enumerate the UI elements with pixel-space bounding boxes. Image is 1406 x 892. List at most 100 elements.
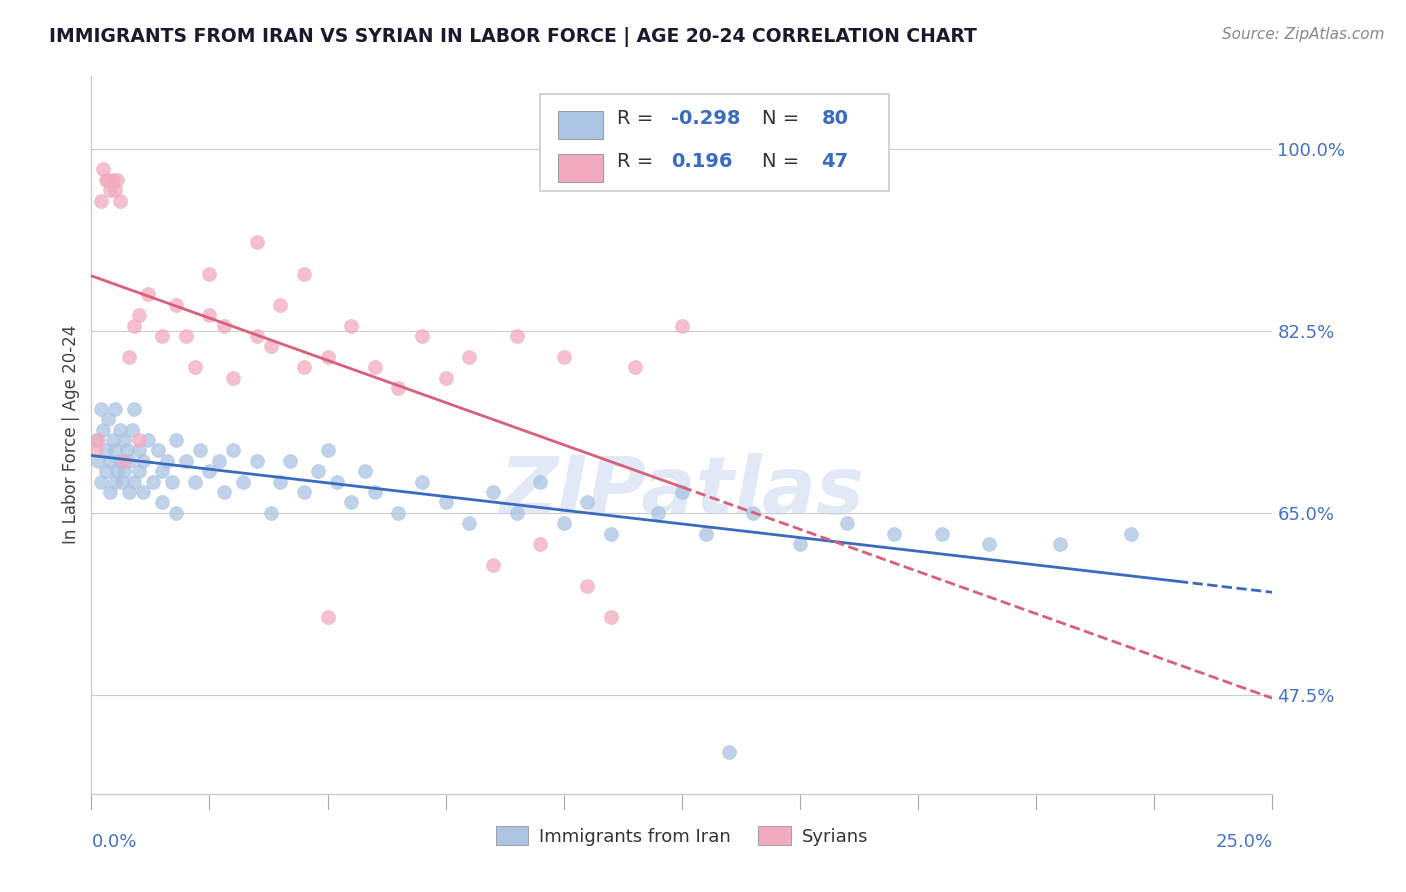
Point xyxy=(198,464,221,478)
Point xyxy=(292,360,315,375)
Point xyxy=(101,433,124,447)
Point xyxy=(122,475,145,489)
Text: IMMIGRANTS FROM IRAN VS SYRIAN IN LABOR FORCE | AGE 20-24 CORRELATION CHART: IMMIGRANTS FROM IRAN VS SYRIAN IN LABOR … xyxy=(49,27,977,46)
Point xyxy=(122,401,145,416)
Point xyxy=(434,370,457,384)
Point xyxy=(198,308,221,322)
Point xyxy=(94,464,117,478)
Point xyxy=(150,495,173,509)
Point xyxy=(94,443,117,458)
Point xyxy=(136,287,159,301)
Point xyxy=(789,537,811,551)
Point xyxy=(174,454,197,468)
Point xyxy=(222,370,245,384)
Point xyxy=(482,485,505,500)
Point xyxy=(269,298,291,312)
Point xyxy=(84,433,107,447)
Point xyxy=(292,485,315,500)
Point xyxy=(883,526,905,541)
Text: ZIPatlas: ZIPatlas xyxy=(499,453,865,532)
Point xyxy=(174,329,197,343)
Point xyxy=(90,475,112,489)
Point xyxy=(246,454,269,468)
Point xyxy=(128,308,150,322)
Point xyxy=(118,454,141,468)
Point xyxy=(695,526,717,541)
Text: 0.0%: 0.0% xyxy=(91,833,136,851)
Point xyxy=(741,506,763,520)
Legend: Immigrants from Iran, Syrians: Immigrants from Iran, Syrians xyxy=(489,819,875,853)
Text: -0.298: -0.298 xyxy=(671,110,741,128)
Point xyxy=(165,433,187,447)
Point xyxy=(111,475,134,489)
Point xyxy=(260,506,283,520)
Point xyxy=(232,475,254,489)
Point xyxy=(387,506,409,520)
Point xyxy=(505,329,527,343)
Point xyxy=(278,454,301,468)
Point xyxy=(132,454,155,468)
Point xyxy=(87,433,110,447)
Point xyxy=(212,318,235,333)
Text: Source: ZipAtlas.com: Source: ZipAtlas.com xyxy=(1222,27,1385,42)
Point xyxy=(198,267,221,281)
Text: R =: R = xyxy=(617,153,659,171)
Point xyxy=(188,443,211,458)
Point xyxy=(184,475,207,489)
Point xyxy=(1119,526,1142,541)
Point xyxy=(482,558,505,572)
Point xyxy=(104,475,127,489)
Point xyxy=(576,579,599,593)
Point xyxy=(623,360,645,375)
Point xyxy=(364,485,387,500)
Point xyxy=(434,495,457,509)
Text: 80: 80 xyxy=(821,110,848,128)
Point xyxy=(576,495,599,509)
Point xyxy=(212,485,235,500)
Text: R =: R = xyxy=(617,110,659,128)
Point xyxy=(146,443,169,458)
Point xyxy=(122,318,145,333)
Point xyxy=(118,350,141,364)
Point xyxy=(104,183,127,197)
Point xyxy=(411,475,433,489)
Point xyxy=(160,475,183,489)
Point xyxy=(837,516,859,531)
Point xyxy=(132,485,155,500)
Point xyxy=(340,495,363,509)
Point xyxy=(977,537,1000,551)
Point xyxy=(98,183,121,197)
Point xyxy=(529,475,551,489)
Point xyxy=(553,516,575,531)
Point xyxy=(115,443,138,458)
Point xyxy=(671,485,693,500)
Point xyxy=(142,475,165,489)
Point xyxy=(718,745,741,759)
Point xyxy=(505,506,527,520)
Point xyxy=(90,194,112,208)
Point xyxy=(98,485,121,500)
Point xyxy=(156,454,179,468)
Point xyxy=(222,443,245,458)
Point xyxy=(108,194,131,208)
Point xyxy=(931,526,953,541)
Y-axis label: In Labor Force | Age 20-24: In Labor Force | Age 20-24 xyxy=(62,326,80,544)
Point xyxy=(114,433,136,447)
Point xyxy=(647,506,669,520)
Point xyxy=(553,350,575,364)
Bar xyxy=(540,94,889,191)
Point xyxy=(458,350,481,364)
Text: 0.196: 0.196 xyxy=(671,153,733,171)
Point xyxy=(246,235,269,250)
Point xyxy=(260,339,283,353)
Bar xyxy=(558,154,603,182)
Point xyxy=(208,454,231,468)
Text: 47: 47 xyxy=(821,153,848,171)
Point xyxy=(91,162,114,177)
Point xyxy=(316,610,339,624)
Point xyxy=(387,381,409,395)
Point xyxy=(84,443,107,458)
Point xyxy=(184,360,207,375)
Point xyxy=(118,485,141,500)
Point xyxy=(529,537,551,551)
